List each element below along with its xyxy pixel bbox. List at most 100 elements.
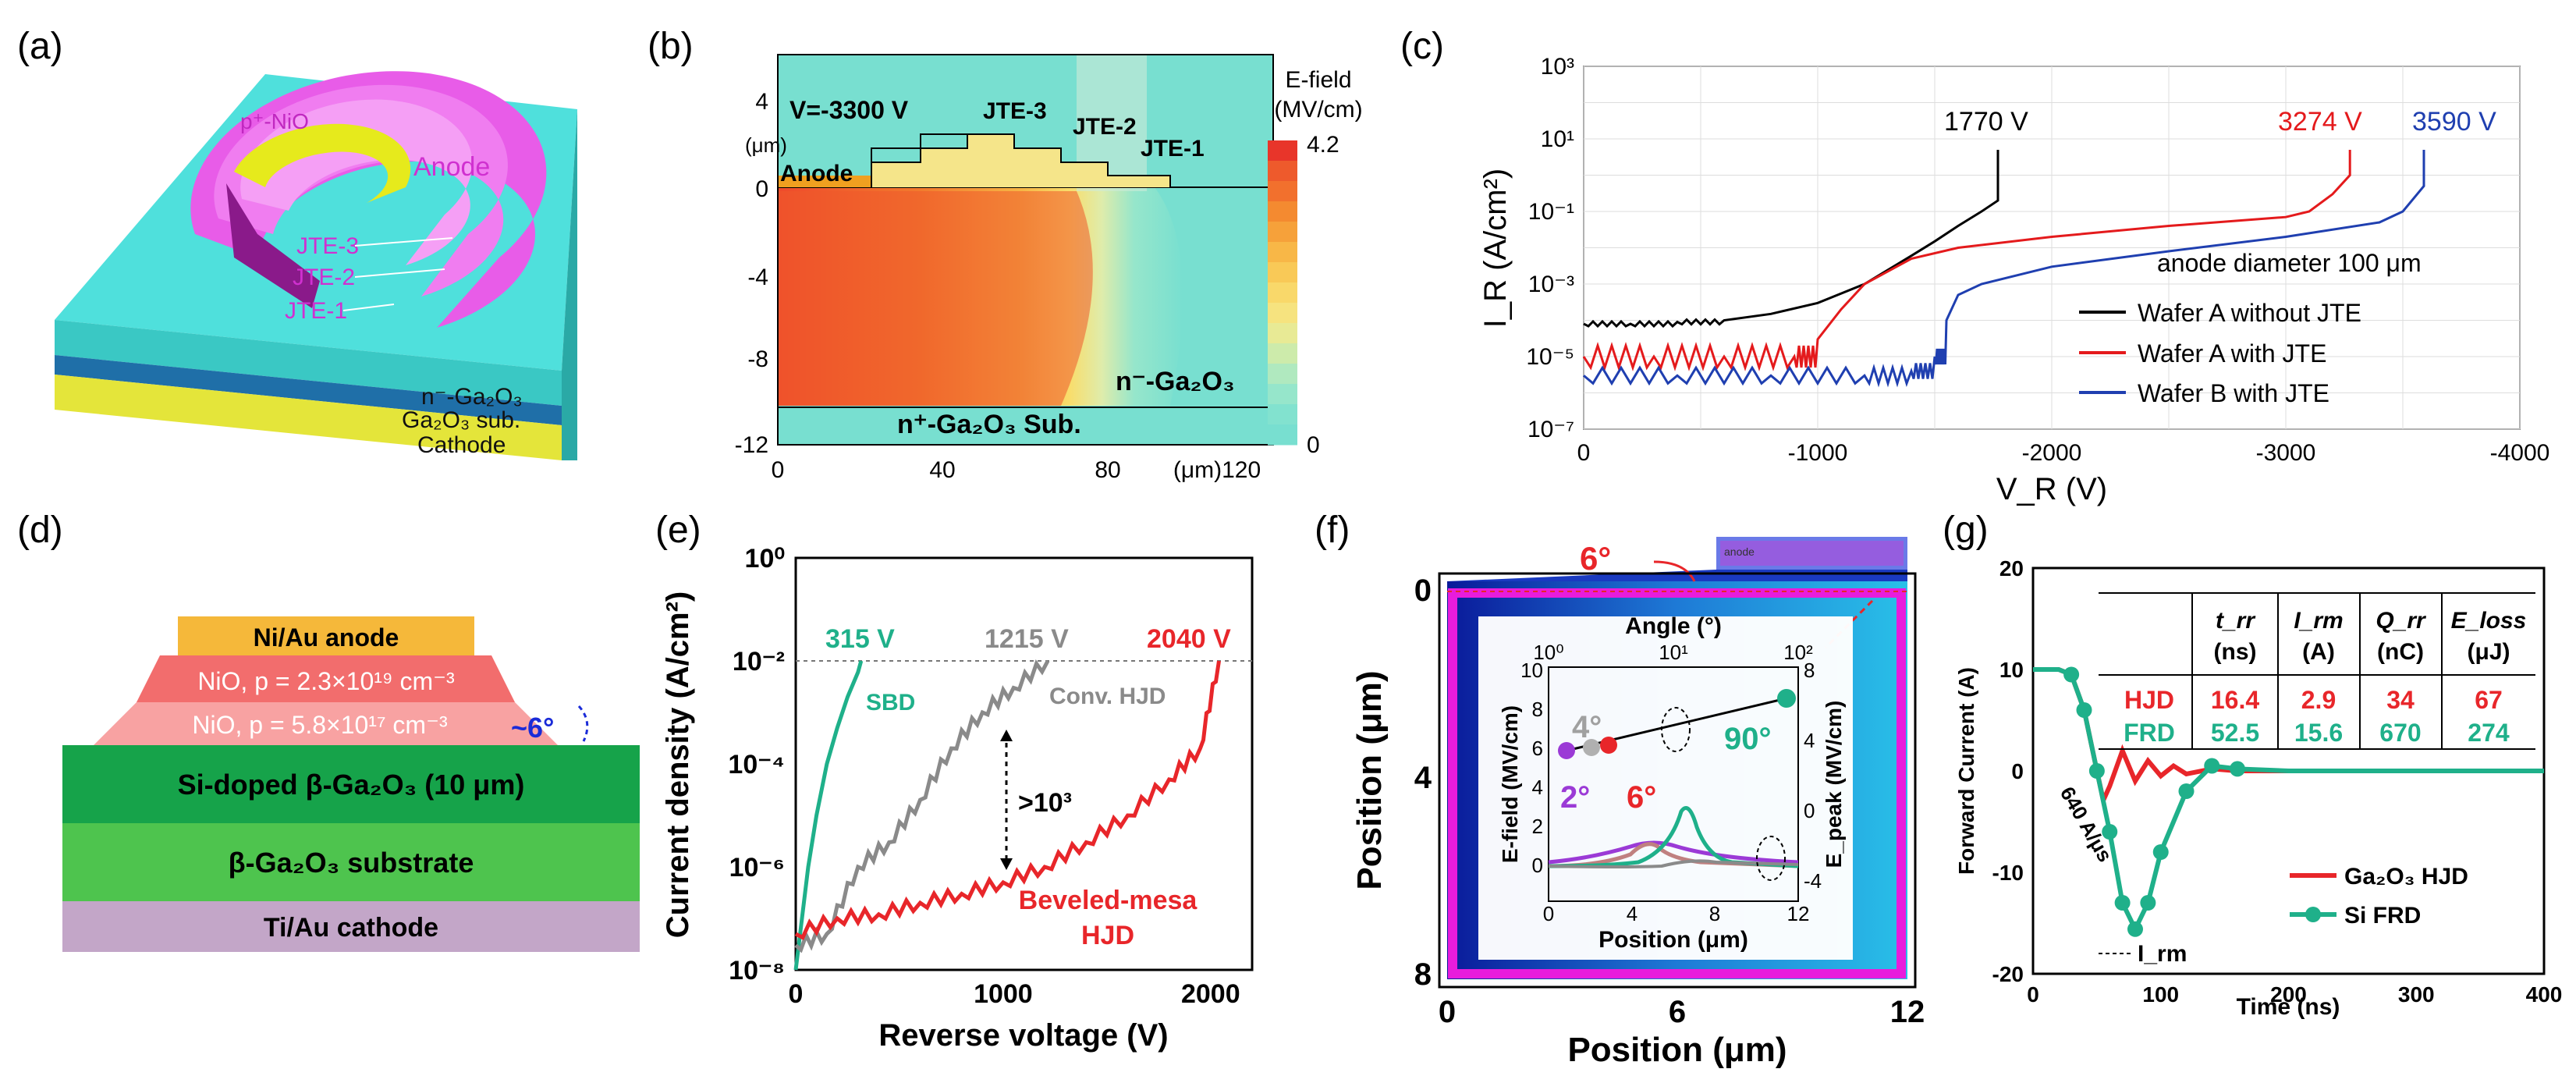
th-trr-unit: (ns): [2214, 639, 2257, 665]
ytick: 4: [1414, 761, 1432, 795]
inset-righttick: 4: [1804, 729, 1815, 752]
ann-3274: 3274 V: [2278, 107, 2362, 137]
ytick: 10⁻²: [733, 647, 785, 676]
panel-e-xticks: 0 1000 2000: [789, 979, 1240, 1009]
ytick: 10¹: [1541, 126, 1574, 152]
inset-bg: [1478, 616, 1853, 960]
panel-e-ylabel: Current density (A/cm²): [661, 591, 695, 939]
label-conv-hjd: Conv. HJD: [1049, 684, 1166, 709]
ann-1770: 1770 V: [1944, 107, 2028, 137]
colorbar-segment: [1268, 364, 1297, 385]
label-anode: Anode: [413, 152, 490, 182]
ytick: 10⁻⁶: [729, 853, 785, 882]
inset-toptick: 10²: [1783, 641, 1813, 664]
ratio-arrow-head-top: [1000, 730, 1013, 741]
xtick: 12: [1890, 995, 1925, 1029]
xtick: 0: [1577, 440, 1591, 466]
xtick: 0: [2027, 982, 2039, 1007]
xtick: 100: [2142, 982, 2179, 1007]
inset-bottomtick: 4: [1627, 902, 1637, 925]
row-frd-cell: 274: [2468, 719, 2510, 747]
inset-ellipse-bottom: [1756, 836, 1786, 881]
irm-label: I_rm: [2138, 941, 2187, 967]
ga2o3-sub-layer: [55, 355, 562, 425]
series-line-sbd: [793, 660, 864, 971]
data-point: [2230, 761, 2245, 777]
label-jte2: JTE-2: [293, 265, 355, 290]
inset-righttick: 0: [1804, 799, 1815, 822]
inset-lefttick: 8: [1532, 698, 1543, 721]
panel-f-frame: [1438, 572, 1917, 989]
data-point: [2140, 895, 2156, 911]
layer-anode: [178, 616, 474, 655]
panel-b-letter: (b): [648, 26, 694, 67]
th-eloss: E_loss: [2451, 608, 2527, 634]
xtick: 200: [2270, 982, 2307, 1007]
label-sbd: SBD: [866, 690, 915, 716]
panel-g-legend: Ga₂O₃ HJD Si FRD: [2290, 864, 2468, 929]
panel-b-yunit: (μm): [745, 133, 787, 157]
series-line-wafer-a-without-jte: [1583, 150, 1999, 328]
colorbar: [1268, 140, 1297, 446]
inset-label-2deg: 2°: [1560, 780, 1590, 815]
inset-marker-2deg: [1558, 742, 1575, 759]
panel-f-xlabel: Position (μm): [1567, 1031, 1787, 1069]
panel-c-ylabel: I_R (A/cm²): [1478, 169, 1513, 328]
inset-lefttick: 0: [1532, 854, 1543, 877]
ratio-arrow-head-bottom: [1000, 858, 1013, 870]
inset-curve-90deg: [1548, 859, 1799, 868]
inset-lefttick: 10: [1520, 659, 1543, 682]
ring-cut: [226, 183, 320, 308]
anode-label: Anode: [780, 161, 853, 186]
panel-c-xticks: 0 -1000 -2000 -3000 -4000: [1577, 440, 2550, 466]
panel-g-letter: (g): [1943, 510, 1989, 551]
ann-3590: 3590 V: [2412, 107, 2496, 137]
th-trr: t_rr: [2216, 608, 2256, 634]
angle-arrow-f: [1653, 560, 1696, 582]
legend-a-jte: Wafer A with JTE: [2138, 339, 2326, 368]
data-point: [2178, 783, 2195, 799]
cathode-layer: [55, 375, 562, 460]
label-ga2o3-sub: Ga₂O₃ sub.: [402, 407, 520, 433]
ytick: 10⁰: [745, 544, 785, 574]
layer-substrate: [62, 823, 640, 901]
label-jte3: JTE-3: [296, 233, 359, 259]
label-cathode: Cathode: [417, 432, 506, 458]
row-hjd-cell: 2.9: [2301, 686, 2336, 714]
label-substrate: β-Ga₂O₃ substrate: [229, 847, 474, 879]
jte2-label: JTE-2: [1073, 114, 1137, 140]
xtick: 80: [1095, 457, 1120, 483]
ytick: 0: [1414, 574, 1432, 608]
results-table: t_rr (ns) I_rm (A) Q_rr (nC) E_loss (μJ)…: [2099, 592, 2535, 750]
inset-left-label: E-field (MV/cm): [1498, 705, 1522, 863]
panel-b-yticks: 4 0 -4 -8 -12: [735, 89, 768, 458]
label-beveled-1: Beveled-mesa: [1019, 886, 1198, 915]
label-beveled-2: HJD: [1081, 921, 1134, 950]
colorbar-segment: [1268, 222, 1297, 243]
panel-c-grid: [1583, 66, 2521, 430]
jte1-label: JTE-1: [1141, 136, 1205, 162]
inset-frame: [1548, 666, 1799, 902]
cbar-min: 0: [1307, 432, 1320, 458]
panel-e-xlabel: Reverse voltage (V): [878, 1018, 1168, 1053]
xtick: 300: [2398, 982, 2435, 1007]
data-point: [2102, 824, 2118, 840]
xtick: -2000: [2022, 440, 2082, 466]
ann-1215: 1215 V: [985, 624, 1069, 654]
ann-2040: 2040 V: [1147, 624, 1231, 654]
n-ga2o3-label: n⁻-Ga₂O₃: [1116, 367, 1235, 396]
legend-hjd: Ga₂O₃ HJD: [2344, 864, 2468, 890]
inset-left-ticks: 10 8 6 4 2 0: [1520, 659, 1543, 877]
data-point: [2088, 763, 2105, 779]
panel-e-series: [793, 659, 1221, 971]
label-si-doped: Si-doped β-Ga₂O₃ (10 μm): [178, 769, 525, 801]
label-jte1: JTE-1: [285, 298, 347, 324]
panel-g-series: [2033, 666, 2544, 937]
ytick: 10⁻³: [1528, 272, 1574, 297]
panel-c: (c) 10³ 10¹ 10⁻¹ 10⁻³ 10⁻⁵ 10⁻⁷ 0 -1000 -2000 -3…: [1400, 26, 2549, 506]
angle-arc-d: [577, 705, 589, 742]
colorbar-segment: [1268, 343, 1297, 364]
series-line-beveled-mesa-hjd: [794, 660, 1221, 941]
